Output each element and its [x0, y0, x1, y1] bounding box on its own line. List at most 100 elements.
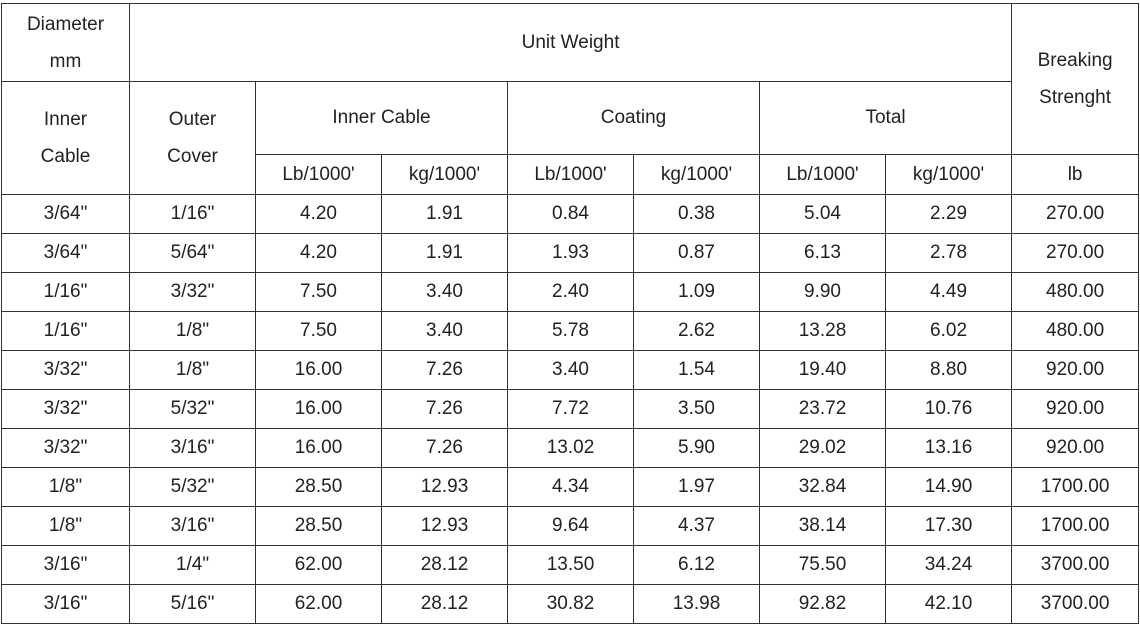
table-cell: 32.84	[759, 467, 886, 507]
table-cell: 920.00	[1011, 350, 1140, 390]
table-cell: 1/8"	[129, 350, 256, 390]
table-cell: 5.78	[507, 311, 634, 351]
table-cell: 3/16"	[129, 506, 256, 546]
table-cell: 13.98	[633, 584, 760, 624]
table-cell: 3.40	[507, 350, 634, 390]
table-cell: 13.16	[884, 428, 1013, 468]
table-cell: 14.90	[884, 467, 1013, 507]
table-row: 3/32" 3/16" 16.00 7.26 13.02 5.90 29.02 13.16 92…	[1, 428, 1140, 468]
header-cell: Outer Cover	[129, 81, 256, 195]
table-cell: 34.24	[884, 545, 1013, 585]
table-cell: 28.12	[381, 545, 508, 585]
unit-cell: Lb/1000'	[759, 154, 886, 195]
table-cell: 5.90	[633, 428, 760, 468]
header-text: Inner Cable	[40, 109, 91, 167]
table-cell: 3/32"	[1, 428, 130, 468]
table-cell: 30.82	[507, 584, 634, 624]
table-cell: 1700.00	[1011, 506, 1140, 546]
table-cell: 7.26	[381, 350, 508, 390]
table-row: 1/8" 3/16" 28.50 12.93 9.64 4.37 38.14 17.30 170…	[1, 506, 1140, 546]
table-cell: 10.76	[884, 389, 1013, 429]
unit-cell: kg/1000'	[884, 154, 1013, 195]
unit-cell: Lb/1000'	[255, 154, 382, 195]
table-row: 1/8" 5/32" 28.50 12.93 4.34 1.97 32.84 14.90 170…	[1, 467, 1140, 507]
header-cell: Diameter mm	[1, 3, 130, 82]
unit-cell: lb	[1011, 154, 1140, 195]
header-text: Breaking Strenght	[1037, 50, 1113, 108]
table-cell: 16.00	[255, 389, 382, 429]
table-cell: 4.20	[255, 233, 382, 273]
page: {"header": {"diameter": "Diameter mm", "…	[0, 3, 1140, 630]
table-cell: 1/16"	[1, 311, 130, 351]
unit-cell: Lb/1000'	[507, 154, 634, 195]
table-cell: 42.10	[884, 584, 1013, 624]
table-cell: 0.84	[507, 194, 634, 234]
table-cell: 1.97	[633, 467, 760, 507]
table-cell: 1700.00	[1011, 467, 1140, 507]
header-cell: Breaking Strenght	[1011, 3, 1140, 155]
table-row: 1/16" 1/8" 7.50 3.40 5.78 2.62 13.28 6.02 480.00	[1, 311, 1140, 351]
table-cell: 3.40	[381, 272, 508, 312]
table-cell: 2.29	[884, 194, 1013, 234]
table-cell: 1/4"	[129, 545, 256, 585]
table-cell: 2.40	[507, 272, 634, 312]
table-cell: 8.80	[884, 350, 1013, 390]
table-cell: 3700.00	[1011, 584, 1140, 624]
table-cell: 38.14	[759, 506, 886, 546]
table-cell: 3/32"	[1, 350, 130, 390]
table-cell: 9.90	[759, 272, 886, 312]
header-cell: Total	[758, 81, 1013, 155]
table-cell: 16.00	[255, 428, 382, 468]
table-cell: 1/8"	[1, 467, 130, 507]
header-cell: Coating	[507, 81, 760, 155]
table-cell: 3/16"	[1, 545, 130, 585]
table-cell: 1.91	[381, 194, 508, 234]
table-row: 3/16" 5/16" 62.00 28.12 30.82 13.98 92.82 42.10…	[1, 584, 1140, 624]
table-cell: 1/8"	[129, 311, 256, 351]
table-cell: 270.00	[1011, 194, 1140, 234]
unit-cell: kg/1000'	[381, 154, 508, 195]
table-cell: 13.28	[759, 311, 886, 351]
table-cell: 480.00	[1011, 272, 1140, 312]
table-cell: 1.93	[507, 233, 634, 273]
table-cell: 480.00	[1011, 311, 1140, 351]
table-cell: 7.50	[255, 311, 382, 351]
table-cell: 3700.00	[1011, 545, 1140, 585]
table-cell: 1/16"	[129, 194, 256, 234]
table-cell: 17.30	[884, 506, 1013, 546]
table-cell: 2.62	[633, 311, 760, 351]
table-cell: 5/32"	[129, 389, 256, 429]
table-cell: 3/16"	[1, 584, 130, 624]
table-cell: 28.50	[255, 467, 382, 507]
header-cell: Unit Weight	[128, 3, 1013, 82]
table-cell: 7.26	[381, 389, 508, 429]
table-cell: 19.40	[759, 350, 886, 390]
table-cell: 28.12	[381, 584, 508, 624]
table-cell: 9.64	[507, 506, 634, 546]
table-cell: 13.02	[507, 428, 634, 468]
table-cell: 5/32"	[129, 467, 256, 507]
table-cell: 62.00	[255, 584, 382, 624]
table-cell: 29.02	[759, 428, 886, 468]
table-row: 3/64" 5/64" 4.20 1.91 1.93 0.87 6.13 2.78 270.00	[1, 233, 1140, 273]
table-cell: 12.93	[381, 467, 508, 507]
table-cell: 12.93	[381, 506, 508, 546]
table-cell: 3.50	[633, 389, 760, 429]
table-cell: 16.00	[255, 350, 382, 390]
table-cell: 5.04	[759, 194, 886, 234]
table-cell: 28.50	[255, 506, 382, 546]
table-cell: 0.87	[633, 233, 760, 273]
table-cell: 3/64"	[1, 233, 130, 273]
table-cell: 920.00	[1011, 428, 1140, 468]
table-cell: 3/16"	[129, 428, 256, 468]
header-text: Diameter mm	[26, 13, 105, 72]
table-row: 3/16" 1/4" 62.00 28.12 13.50 6.12 75.50 34.24 37…	[1, 545, 1140, 585]
table-cell: 13.50	[507, 545, 634, 585]
table-cell: 3/64"	[1, 194, 130, 234]
table-cell: 4.20	[255, 194, 382, 234]
table-cell: 23.72	[759, 389, 886, 429]
header-cell: Inner Cable	[255, 81, 508, 155]
unit-cell: kg/1000'	[633, 154, 760, 195]
table-cell: 6.12	[633, 545, 760, 585]
table-cell: 0.38	[633, 194, 760, 234]
